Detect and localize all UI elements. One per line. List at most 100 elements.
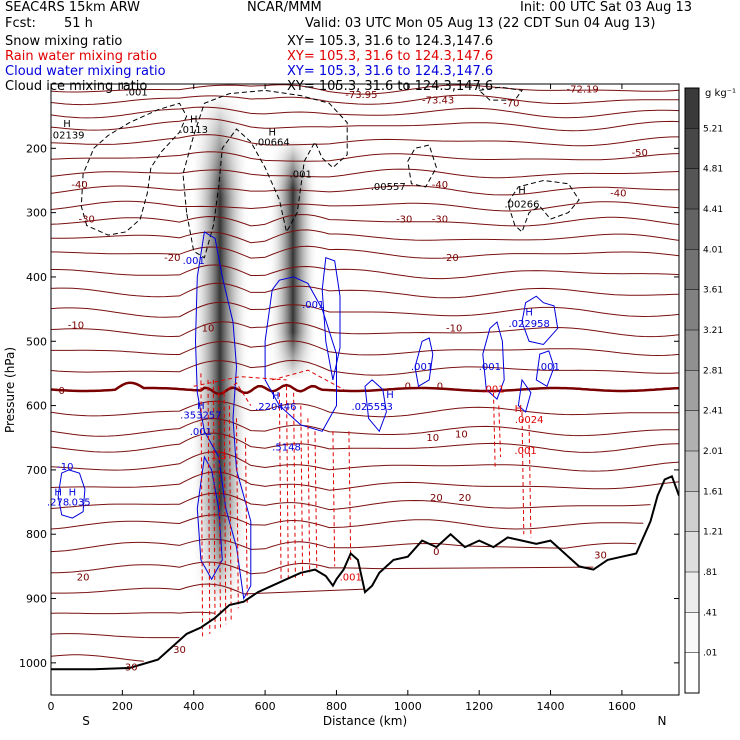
isotherm [51, 282, 679, 299]
temperature-label: -30 [432, 214, 448, 225]
temperature-label: -40 [432, 180, 448, 191]
field-name-cloud-water: Cloud water mixing ratio [5, 64, 166, 79]
snow-label: H [190, 115, 198, 126]
snow-label: H [268, 127, 276, 138]
cloud-water-label: H [69, 488, 77, 499]
field-xy-cloud-ice: XY= 105.3, 31.6 to 124.3,147.6 [287, 79, 494, 94]
colorbar-tick-label: 2.41 [703, 407, 723, 417]
rain-label: 1.3 [211, 451, 227, 462]
cloud-water-contour [517, 378, 532, 413]
x-tick-label: 600 [255, 700, 276, 713]
isotherm [51, 471, 679, 491]
snow-contour [478, 86, 523, 101]
snow-contours [80, 86, 580, 259]
rain-contour [223, 392, 227, 625]
y-tick-label: 700 [26, 464, 47, 477]
colorbar-swatch [685, 572, 699, 613]
temperature-label: -40 [71, 180, 87, 191]
cloud-water-label: .353257 [180, 410, 221, 421]
snow-label: H [63, 119, 71, 130]
colorbar-tick-label: 3.21 [703, 326, 723, 336]
isotherm [51, 213, 679, 227]
x-tick-label: 1600 [608, 700, 636, 713]
temperature-label: 30 [173, 645, 186, 656]
cloud-water-contour [482, 321, 505, 400]
rain-contour [521, 411, 525, 535]
isotherm [51, 432, 679, 453]
temperature-label: 20 [430, 493, 443, 504]
x-axis: 0 200 400 600 800 1000 1200 1400 1600 [48, 84, 636, 713]
colorbar-tick-label: 2.01 [703, 447, 723, 457]
rain-contours [193, 369, 532, 638]
isotherm [51, 654, 144, 662]
rain-label: .001 [340, 573, 362, 584]
colorbar-swatch [685, 612, 699, 654]
isotherm [51, 611, 216, 615]
colorbar-swatch [685, 531, 699, 573]
cloud-water-contour [196, 455, 223, 581]
cloud-water-label: H [54, 488, 62, 499]
isotherm [51, 340, 679, 357]
isotherm [51, 538, 637, 553]
rain-contour [493, 392, 496, 470]
rain-contour [307, 418, 311, 573]
rain-label: .001 [514, 446, 536, 457]
x-tick-label: 0 [48, 700, 55, 713]
colorbar-tick-label: 5.21 [703, 124, 723, 134]
snow-contour [507, 179, 580, 233]
colorbar-unit: g kg⁻¹ [705, 88, 736, 99]
field-name-cloud-ice: Cloud ice mixing ratio [5, 79, 148, 94]
y-tick-label: 1000 [19, 657, 47, 670]
isotherm [51, 84, 679, 95]
cloud-water-label: H [272, 391, 280, 402]
isotherm [51, 264, 679, 280]
y-tick-label: 300 [26, 207, 47, 220]
rain-label: .001 [482, 385, 504, 396]
rain-contour [228, 405, 232, 622]
freezing-level-line [51, 381, 679, 396]
rain-contour [278, 392, 282, 583]
colorbar: 5.21 4.81 4.41 4.01 3.61 3.21 2.81 2.41 2.01 1.61… [684, 87, 723, 694]
rain-contour [348, 431, 352, 560]
field-xy-rain: XY= 105.3, 31.6 to 124.3,147.6 [287, 49, 494, 64]
isotherm [51, 200, 679, 212]
snow-label: .00557 [371, 182, 406, 193]
snow-column-east [268, 140, 318, 380]
rain-contour [332, 431, 336, 567]
temperature-label: -20 [164, 253, 180, 264]
rain-contour [236, 418, 239, 609]
cloud-water-contour [364, 379, 387, 433]
temperature-label: -50 [632, 148, 648, 159]
x-tick-label: 400 [183, 700, 204, 713]
y-tick-label: 900 [26, 593, 47, 606]
field-name-rain: Rain water mixing ratio [5, 49, 158, 64]
snow-contour [407, 144, 437, 188]
snow-label: .02139 [50, 131, 85, 142]
isotherm [51, 229, 679, 244]
zero-isotherm [51, 381, 679, 396]
isotherm [51, 561, 594, 575]
y-tick-label: 500 [26, 335, 47, 348]
x-axis-title: Distance (km) [323, 714, 407, 728]
rain-label: H [515, 404, 523, 415]
cloud-water-label: .001 [411, 362, 433, 373]
snow-label: H [518, 185, 526, 196]
colorbar-tick-label: .41 [703, 608, 717, 618]
field-xy-cloud-water: XY= 105.3, 31.6 to 124.3,147.6 [287, 64, 494, 79]
cloud-water-contour [521, 295, 559, 346]
isotherm [51, 400, 679, 418]
temperature-label: -20 [442, 253, 458, 264]
rain-contour [222, 382, 252, 406]
plot-frame [50, 83, 680, 696]
end-label-right: N [658, 714, 667, 728]
cloud-water-label: .001 [183, 256, 205, 267]
y-tick-label: 600 [26, 400, 47, 413]
temperature-label: 10 [202, 324, 215, 335]
rain-contour [286, 386, 289, 580]
cloud-water-label: H [525, 308, 533, 319]
contour-labels: -73.95 -73.43 -72.19 -70 -50 -40 -40 -40 -30 -30 -… [47, 84, 648, 673]
colorbar-swatch [685, 330, 699, 371]
end-label-left: S [82, 714, 90, 728]
temperature-label: 0 [433, 547, 439, 558]
header-center: NCAR/MMM [247, 0, 322, 15]
